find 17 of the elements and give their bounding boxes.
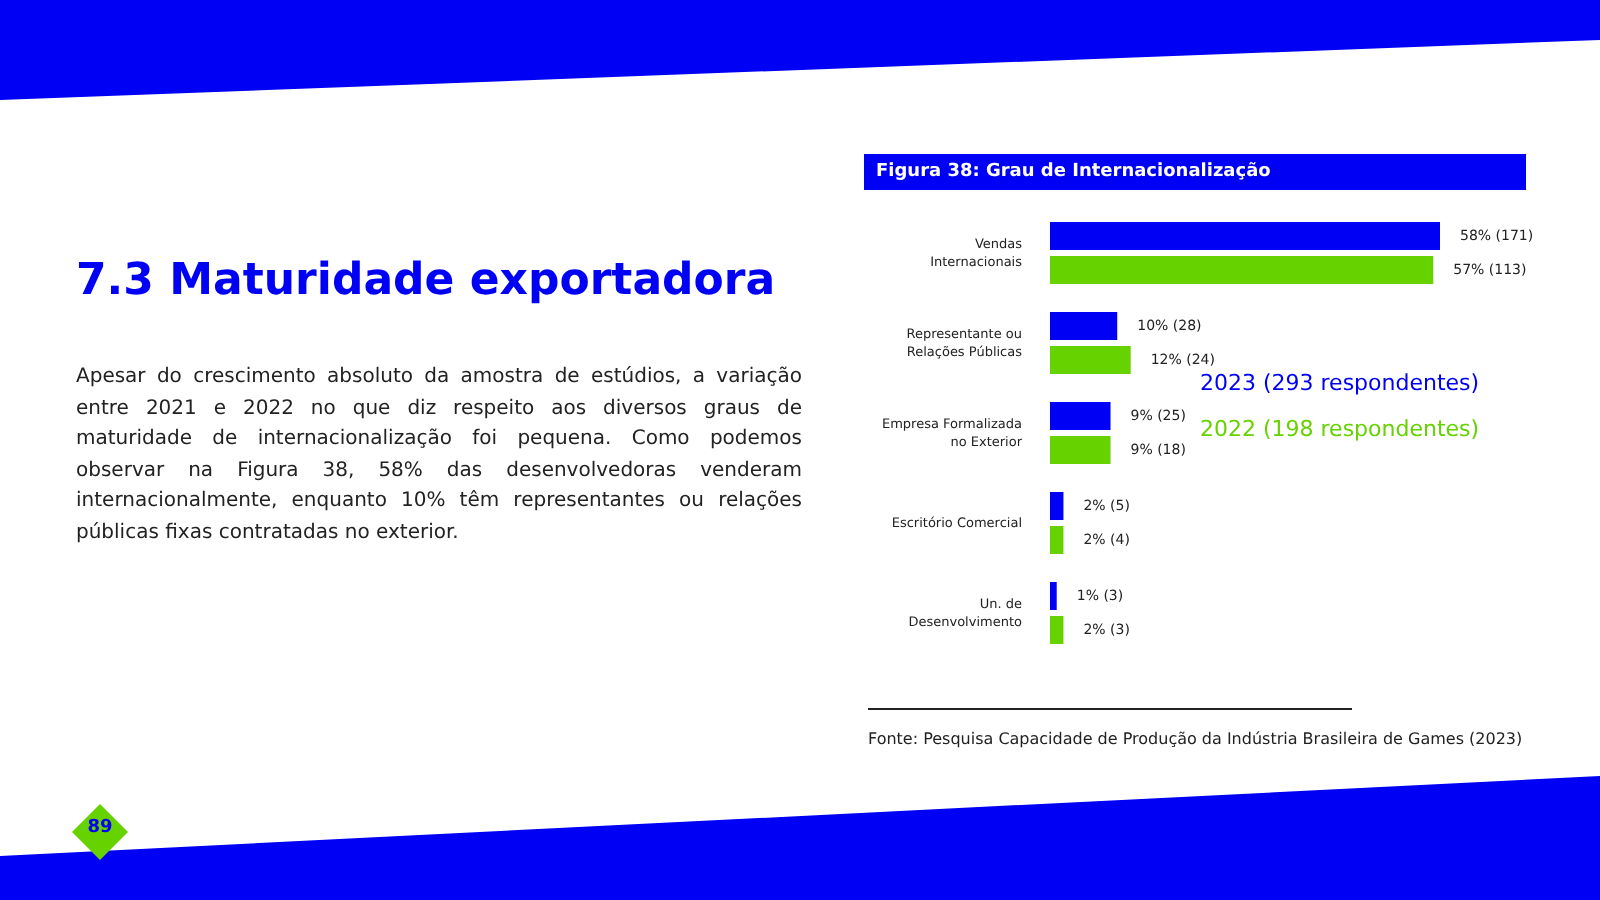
bar bbox=[1050, 436, 1111, 464]
bar bbox=[1050, 346, 1131, 374]
text: 2023 (293 respondentes) bbox=[1200, 370, 1480, 396]
bar bbox=[1050, 256, 1434, 284]
bar bbox=[1050, 492, 1064, 520]
bar bbox=[1050, 222, 1440, 250]
text: 89 bbox=[85, 818, 115, 838]
chart-title: Figura 38: Grau de Internacionalização bbox=[864, 154, 1526, 190]
source-note: Fonte: Pesquisa Capacidade de Produção da Indústria Brasileira de Games (2023) bbox=[868, 730, 1523, 748]
bar bbox=[1050, 582, 1057, 610]
text: 2022 (198 respondentes) bbox=[1200, 416, 1480, 442]
text: Apesar do crescimento absoluto da amostra de estúdios, a variação entre 2021 e 2022 no que diz respeito aos diversos graus de maturidade de internacionalização foi pequena. Como podemos observar na Figura 38, 58% das desenvolvedoras venderam internacionalmente, enquanto 10% têm representantes ou relações públicas fixas contratadas no exterior. bbox=[76, 364, 802, 547]
bar bbox=[1050, 402, 1111, 430]
text: 7.3 Maturidade exportadora bbox=[76, 256, 776, 306]
bar bbox=[1050, 526, 1064, 554]
bar bbox=[1050, 312, 1118, 340]
bar bbox=[1050, 616, 1064, 644]
